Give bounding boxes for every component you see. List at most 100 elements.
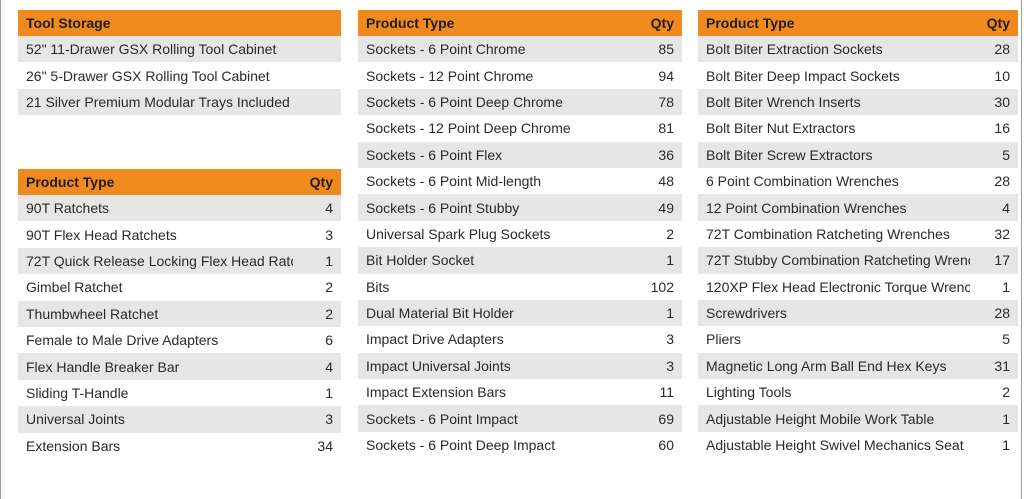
- product-type-cell: Sockets - 6 Point Stubby: [366, 199, 520, 216]
- qty-cell: 2: [325, 305, 333, 322]
- table-row: Screwdrivers 28: [698, 299, 1018, 327]
- product-type-cell: Sockets - 6 Point Mid-length: [366, 173, 542, 190]
- qty-cell: 4: [325, 358, 333, 375]
- product-type-cell: Dual Material Bit Holder: [366, 305, 514, 322]
- table-row: Female to Male Drive Adapters 6: [18, 326, 341, 354]
- product-type-cell: 120XP Flex Head Electronic Torque Wrench: [706, 278, 970, 295]
- qty-cell: 1: [666, 305, 674, 322]
- qty-cell: 2: [666, 225, 674, 242]
- product-type-cell: Sockets - 6 Point Flex: [366, 146, 503, 163]
- qty-cell: 6: [325, 332, 333, 349]
- table-row: Lighting Tools 2: [698, 379, 1018, 406]
- qty-cell: 81: [658, 120, 674, 137]
- left-table-header: Product Type Qty: [18, 169, 341, 195]
- table-row: Universal Spark Plug Sockets 2: [358, 220, 682, 248]
- item-label: 21 Silver Premium Modular Trays Included: [26, 93, 290, 110]
- qty-cell: 94: [658, 67, 674, 84]
- item-label: 26" 5-Drawer GSX Rolling Tool Cabinet: [26, 67, 270, 84]
- qty-cell: 1: [325, 384, 333, 401]
- product-type-cell: 72T Combination Ratcheting Wrenches: [706, 225, 950, 242]
- table-row: Sockets - 12 Point Deep Chrome 81: [358, 115, 682, 142]
- qty-cell: 102: [650, 278, 674, 295]
- qty-cell: 34: [317, 437, 333, 454]
- product-type-cell: Sockets - 12 Point Chrome: [366, 67, 534, 84]
- middle-product-table: Product Type Qty Sockets - 6 Point Chrom…: [358, 10, 682, 459]
- qty-cell: 3: [666, 331, 674, 348]
- table-row: Magnetic Long Arm Ball End Hex Keys 31: [698, 352, 1018, 380]
- qty-cell: 78: [658, 93, 674, 110]
- table-row: 52" 11-Drawer GSX Rolling Tool Cabinet: [18, 36, 341, 63]
- right-table-header: Product Type Qty: [698, 10, 1018, 36]
- product-type-cell: 90T Flex Head Ratchets: [26, 226, 177, 243]
- qty-cell: 30: [994, 93, 1010, 110]
- qty-cell: 36: [658, 146, 674, 163]
- table-row: Bolt Biter Deep Impact Sockets 10: [698, 62, 1018, 89]
- table-row: 72T Stubby Combination Ratcheting Wrench…: [698, 247, 1018, 274]
- table-row: Bolt Biter Wrench Inserts 30: [698, 88, 1018, 116]
- qty-cell: 1: [325, 252, 333, 269]
- table-row: Gimbel Ratchet 2: [18, 274, 341, 301]
- qty-cell: 1: [1002, 437, 1010, 454]
- middle-table-rows: Sockets - 6 Point Chrome 85 Sockets - 12 P…: [358, 36, 682, 459]
- table-row: Pliers 5: [698, 326, 1018, 353]
- table-row: 90T Ratchets 4: [18, 195, 341, 222]
- table-row: 21 Silver Premium Modular Trays Included: [18, 88, 341, 116]
- product-type-cell: Impact Drive Adapters: [366, 331, 504, 348]
- product-type-cell: Screwdrivers: [706, 305, 787, 322]
- qty-cell: 2: [1002, 384, 1010, 401]
- column-header-qty: Qty: [650, 15, 674, 31]
- table-row: 120XP Flex Head Electronic Torque Wrench…: [698, 273, 1018, 300]
- product-type-cell: 12 Point Combination Wrenches: [706, 199, 907, 216]
- product-type-cell: Impact Extension Bars: [366, 384, 507, 401]
- table-row: Sockets - 6 Point Deep Impact 60: [358, 431, 682, 459]
- product-type-cell: 6 Point Combination Wrenches: [706, 173, 899, 190]
- product-type-cell: Female to Male Drive Adapters: [26, 332, 219, 349]
- qty-cell: 69: [658, 410, 674, 427]
- product-type-cell: Impact Universal Joints: [366, 357, 511, 374]
- product-type-cell: Lighting Tools: [706, 384, 792, 401]
- product-type-cell: Pliers: [706, 331, 742, 348]
- left-table-rows: 90T Ratchets 4 90T Flex Head Ratchets 3 72T …: [18, 195, 341, 459]
- qty-cell: 28: [994, 305, 1010, 322]
- product-type-cell: Sockets - 6 Point Deep Chrome: [366, 93, 563, 110]
- table-row: Bit Holder Socket 1: [358, 247, 682, 274]
- table-row: Sockets - 6 Point Deep Chrome 78: [358, 88, 682, 116]
- product-type-cell: Adjustable Height Mobile Work Table: [706, 410, 935, 427]
- qty-cell: 60: [658, 437, 674, 454]
- column-header-qty: Qty: [309, 174, 333, 190]
- product-type-cell: Universal Spark Plug Sockets: [366, 225, 551, 242]
- table-row: Impact Drive Adapters 3: [358, 326, 682, 353]
- product-type-cell: Bits: [366, 278, 390, 295]
- product-type-cell: Bit Holder Socket: [366, 252, 475, 269]
- table-row: Sockets - 6 Point Stubby 49: [358, 194, 682, 221]
- tool-storage-header: Tool Storage: [18, 10, 341, 36]
- qty-cell: 3: [325, 411, 333, 428]
- qty-cell: 5: [1002, 146, 1010, 163]
- product-type-cell: Bolt Biter Wrench Inserts: [706, 93, 861, 110]
- product-type-cell: Bolt Biter Nut Extractors: [706, 120, 856, 137]
- qty-cell: 11: [659, 384, 674, 401]
- qty-cell: 1: [666, 252, 674, 269]
- column-header-product-type: Product Type: [366, 15, 455, 31]
- product-type-cell: Bolt Biter Screw Extractors: [706, 146, 873, 163]
- product-type-cell: Sockets - 6 Point Deep Impact: [366, 437, 556, 454]
- product-type-cell: 90T Ratchets: [26, 200, 110, 217]
- item-label: 52" 11-Drawer GSX Rolling Tool Cabinet: [26, 41, 277, 58]
- column-header-qty: Qty: [986, 15, 1010, 31]
- qty-cell: 28: [994, 173, 1010, 190]
- table-row: Dual Material Bit Holder 1: [358, 299, 682, 327]
- product-type-cell: Gimbel Ratchet: [26, 279, 123, 296]
- table-row: Sliding T-Handle 1: [18, 379, 341, 407]
- table-row: Adjustable Height Mobile Work Table 1: [698, 405, 1018, 432]
- qty-cell: 1: [1002, 278, 1010, 295]
- qty-cell: 17: [994, 252, 1010, 269]
- qty-cell: 4: [1002, 199, 1010, 216]
- product-type-cell: Sockets - 12 Point Deep Chrome: [366, 120, 571, 137]
- tool-storage-header-label: Tool Storage: [26, 15, 111, 31]
- table-row: Adjustable Height Swivel Mechanics Seat 1: [698, 431, 1018, 459]
- qty-cell: 48: [658, 173, 674, 190]
- qty-cell: 49: [658, 199, 674, 216]
- table-row: Impact Universal Joints 3: [358, 352, 682, 380]
- qty-cell: 4: [325, 200, 333, 217]
